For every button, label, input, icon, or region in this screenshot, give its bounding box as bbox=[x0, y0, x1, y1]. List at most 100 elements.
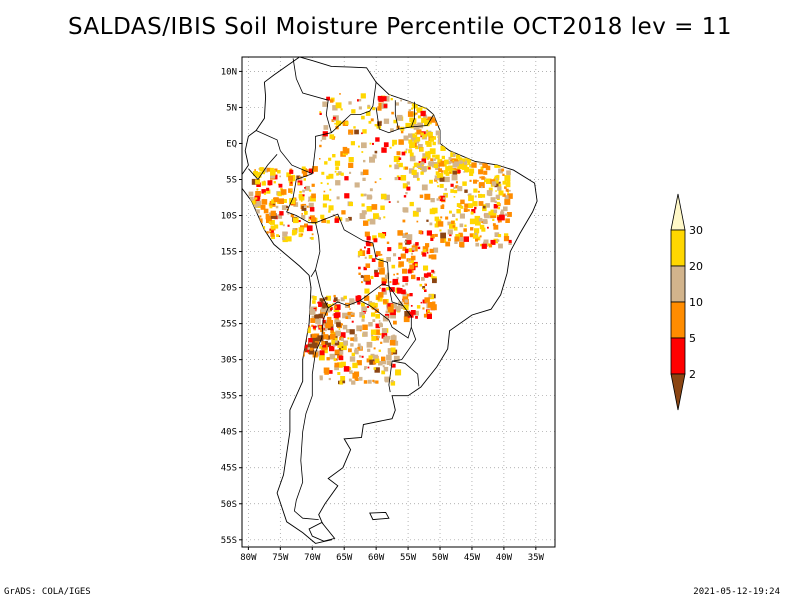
percentile-cell bbox=[452, 170, 457, 176]
percentile-cell bbox=[429, 179, 433, 184]
percentile-cell bbox=[452, 133, 456, 137]
percentile-cell bbox=[494, 200, 497, 203]
percentile-cell bbox=[404, 299, 408, 303]
percentile-cell bbox=[289, 324, 292, 328]
percentile-cell bbox=[474, 228, 480, 234]
percentile-cell bbox=[273, 197, 279, 203]
percentile-cell bbox=[304, 213, 307, 216]
percentile-cell bbox=[498, 243, 503, 249]
percentile-cell bbox=[457, 138, 464, 144]
percentile-cell bbox=[434, 233, 438, 237]
percentile-cell bbox=[452, 159, 455, 162]
percentile-cell bbox=[374, 329, 380, 335]
percentile-cell bbox=[254, 169, 256, 171]
percentile-cell bbox=[390, 312, 396, 319]
percentile-cell bbox=[298, 324, 305, 331]
percentile-cell bbox=[409, 155, 416, 162]
percentile-cell bbox=[334, 340, 340, 346]
percentile-cell bbox=[366, 358, 371, 363]
lon-tick-label: 50W bbox=[432, 553, 449, 563]
percentile-cell bbox=[293, 298, 297, 302]
percentile-cell bbox=[478, 201, 484, 206]
percentile-cell bbox=[445, 125, 450, 131]
percentile-cell bbox=[481, 221, 484, 223]
percentile-cell bbox=[350, 343, 354, 347]
percentile-cell bbox=[395, 305, 401, 312]
percentile-cell bbox=[352, 300, 354, 303]
percentile-cell bbox=[326, 175, 330, 180]
percentile-cell bbox=[340, 344, 347, 351]
percentile-cell bbox=[396, 175, 400, 178]
percentile-cell bbox=[416, 305, 421, 309]
percentile-cell bbox=[276, 234, 279, 237]
percentile-cell bbox=[460, 119, 467, 126]
percentile-cell bbox=[402, 219, 406, 223]
percentile-cell bbox=[350, 337, 354, 341]
percentile-cell bbox=[457, 169, 461, 174]
percentile-cell bbox=[328, 205, 334, 211]
percentile-cell bbox=[464, 189, 468, 193]
percentile-cell bbox=[301, 166, 306, 171]
percentile-cell bbox=[478, 193, 482, 198]
percentile-cell bbox=[349, 370, 353, 374]
percentile-cell bbox=[460, 103, 464, 107]
percentile-cell bbox=[458, 232, 463, 237]
percentile-cell bbox=[391, 111, 394, 115]
percentile-cell bbox=[456, 170, 459, 173]
percentile-cell bbox=[406, 293, 410, 297]
percentile-cell bbox=[471, 162, 477, 168]
percentile-cell bbox=[412, 136, 415, 139]
percentile-cell bbox=[387, 303, 393, 309]
percentile-cell bbox=[455, 234, 460, 239]
percentile-cell bbox=[308, 168, 314, 174]
percentile-cell bbox=[323, 334, 329, 340]
percentile-cell bbox=[268, 212, 273, 216]
percentile-cell bbox=[349, 308, 351, 310]
percentile-cell bbox=[384, 194, 390, 201]
percentile-cell bbox=[304, 295, 309, 300]
percentile-cell bbox=[503, 206, 508, 212]
percentile-cell bbox=[392, 139, 397, 145]
percentile-cell bbox=[365, 111, 371, 116]
percentile-cell bbox=[334, 318, 337, 320]
percentile-cell bbox=[463, 236, 469, 242]
percentile-cell bbox=[472, 201, 478, 207]
percentile-cell bbox=[305, 325, 308, 328]
percentile-cell bbox=[490, 197, 496, 203]
percentile-cell bbox=[467, 105, 472, 110]
percentile-cell bbox=[459, 213, 465, 219]
percentile-cell bbox=[330, 329, 334, 334]
percentile-cell bbox=[434, 216, 440, 222]
percentile-cell bbox=[442, 197, 445, 200]
percentile-cell bbox=[375, 323, 381, 329]
percentile-cell bbox=[395, 369, 402, 376]
percentile-cell bbox=[296, 316, 300, 320]
percentile-cell bbox=[259, 167, 264, 172]
percentile-cell bbox=[382, 360, 387, 365]
percentile-cell bbox=[483, 170, 488, 175]
percentile-cell bbox=[339, 332, 346, 338]
percentile-cell bbox=[473, 179, 478, 184]
lon-tick-label: 35W bbox=[528, 553, 545, 563]
percentile-cell bbox=[461, 119, 464, 122]
percentile-cell bbox=[409, 264, 415, 270]
percentile-cell bbox=[361, 318, 365, 322]
percentile-cell bbox=[439, 101, 442, 105]
percentile-cell bbox=[334, 218, 340, 223]
percentile-cell bbox=[333, 344, 336, 347]
percentile-cell bbox=[344, 176, 349, 181]
percentile-cell bbox=[290, 311, 295, 316]
percentile-cell bbox=[335, 166, 339, 170]
percentile-cell bbox=[308, 308, 314, 314]
percentile-cell bbox=[354, 182, 360, 188]
percentile-cell bbox=[396, 162, 399, 165]
percentile-cell bbox=[381, 147, 387, 153]
percentile-cell bbox=[358, 266, 361, 270]
percentile-cell bbox=[282, 224, 285, 227]
percentile-cell bbox=[389, 146, 392, 149]
percentile-cell bbox=[470, 104, 476, 110]
percentile-cell bbox=[305, 327, 311, 334]
percentile-cell bbox=[342, 153, 345, 156]
percentile-cell bbox=[496, 201, 500, 206]
percentile-cell bbox=[302, 172, 308, 177]
